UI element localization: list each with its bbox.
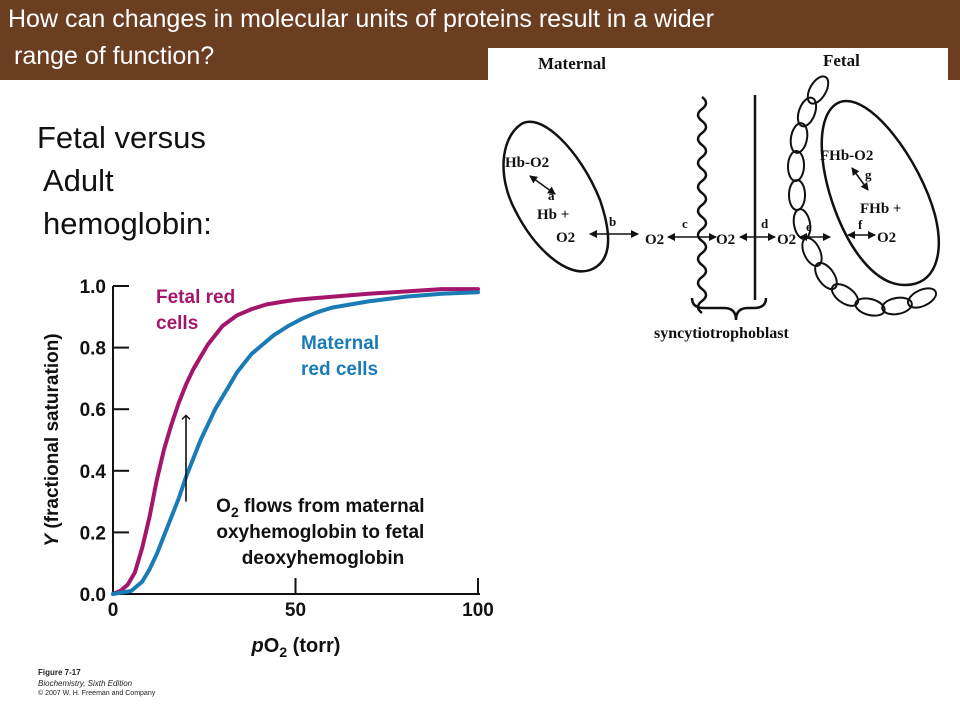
y-tick-label: 0.6	[80, 400, 106, 421]
y-tick-label: 0.8	[80, 339, 106, 360]
step-g-label: g	[865, 167, 872, 182]
y-axis-label-text: (fractional saturation)	[42, 333, 63, 534]
fhb-plus-label: FHb +	[860, 201, 901, 217]
syncytio-brace	[690, 297, 768, 321]
x-tick-label: 100	[462, 600, 494, 621]
step-d-label: d	[761, 216, 769, 231]
placenta-diagram: Maternal Fetal Hb-O2 a Hb + O2 b O2 c O2…	[502, 51, 940, 342]
endothelial-cell	[788, 179, 806, 211]
title-bar: How can changes in molecular units of pr…	[0, 0, 960, 80]
x-tick-label: 0	[108, 600, 119, 621]
endothelial-cell	[786, 150, 806, 182]
book-title: Biochemistry, Sixth Edition	[38, 679, 133, 688]
endothelial-cell	[796, 96, 818, 128]
diagram-header-panel	[488, 48, 948, 80]
flow-o2-3: O2	[777, 232, 796, 248]
fetal-o2-label: O2	[877, 230, 896, 246]
syncytio-label: syncytiotrophoblast	[654, 325, 790, 342]
step-b-label: b	[609, 214, 616, 229]
flow-annotation: O2 flows from maternal oxyhemoglobin to …	[216, 496, 430, 569]
subtitle-line-2: Adult	[43, 163, 114, 198]
step-f-label: f	[858, 217, 863, 232]
maternal-label: Maternal	[538, 54, 606, 73]
x-tick-label: 50	[285, 600, 306, 621]
x-axis-label: pO2 (torr)	[251, 635, 341, 660]
maternal-o2-label: O2	[556, 230, 575, 246]
step-a-label: a	[548, 188, 555, 203]
step-g-arrow	[851, 167, 869, 191]
hbo2-label: Hb-O2	[505, 155, 549, 171]
fetal-red-cell	[820, 99, 940, 287]
endothelial-cell	[789, 122, 809, 154]
endothelial-cell	[906, 287, 938, 309]
endothelial-cell	[881, 296, 913, 316]
y-tick-label: 0.2	[80, 523, 106, 544]
figure-number: Figure 7-17	[38, 668, 81, 677]
y-axis-label: Y (fractional saturation)	[42, 333, 63, 546]
y-tick-label: 0.0	[80, 585, 106, 606]
step-e-label: e	[806, 219, 812, 234]
flow-o2-2: O2	[716, 232, 735, 248]
title-line-2: range of function?	[14, 42, 215, 70]
maternal-red-cell	[502, 120, 610, 273]
y-tick-label: 0.4	[80, 462, 107, 483]
subtitle-line-1: Fetal versus	[37, 120, 206, 155]
title-line-1: How can changes in molecular units of pr…	[8, 5, 714, 33]
endothelial-cell	[801, 236, 823, 268]
fetal-label: Fetal	[823, 51, 860, 70]
step-c-label: c	[682, 216, 688, 231]
fetal-capillary-wall	[786, 75, 938, 317]
hb-plus-label: Hb +	[537, 207, 569, 223]
syncytio-wavy-membrane	[696, 96, 708, 314]
copyright: © 2007 W. H. Freeman and Company	[38, 690, 156, 697]
fhbo2-label: FHb-O2	[820, 148, 873, 164]
endothelial-cell	[830, 283, 860, 307]
subtitle-line-3: hemoglobin:	[43, 206, 212, 241]
endothelial-cell	[806, 75, 830, 105]
step-a-arrow	[529, 175, 556, 195]
fetal-curve	[111, 287, 480, 596]
endothelial-cell	[814, 261, 838, 291]
y-tick-label: 1.0	[80, 277, 106, 298]
fetal-legend-label: Fetal red cells	[156, 287, 240, 334]
flow-o2-1: O2	[645, 232, 664, 248]
maternal-legend-label: Maternal red cells	[301, 333, 384, 380]
maternal-curve	[111, 290, 480, 596]
